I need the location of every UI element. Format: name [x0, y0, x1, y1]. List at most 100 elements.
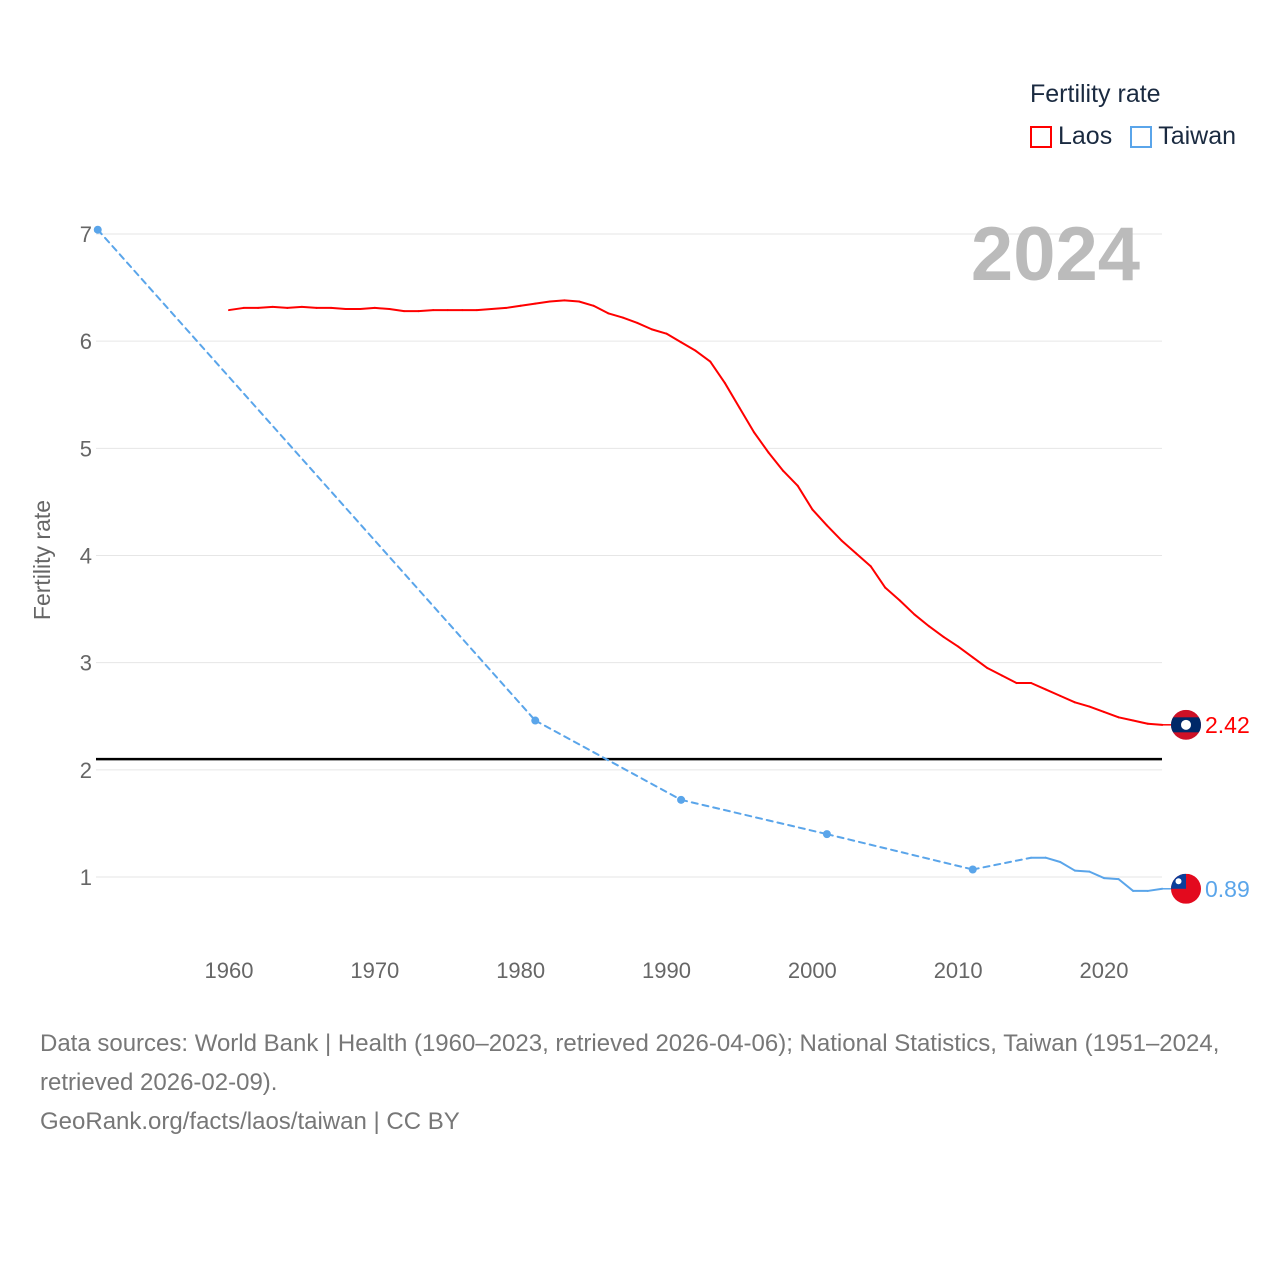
series-segment — [505, 304, 522, 309]
data-point — [822, 830, 831, 839]
taiwan-flag-icon — [1171, 873, 1201, 904]
series-segment — [271, 305, 289, 309]
series-segment — [621, 316, 639, 324]
series-segment — [1059, 860, 1076, 872]
credit-link[interactable]: GeoRank.org/facts/laos/taiwan | CC BY — [40, 1108, 460, 1135]
series-segment — [796, 484, 814, 511]
series-segment — [519, 302, 537, 307]
series-segment — [1073, 701, 1091, 708]
series-segment — [709, 360, 726, 384]
x-tick-label: 1970 — [350, 958, 399, 983]
y-tick-label: 4 — [80, 543, 92, 568]
series-segment — [1103, 877, 1120, 881]
series-segment — [1059, 694, 1076, 704]
series-segment — [928, 625, 945, 638]
series-segment — [942, 635, 960, 648]
series-segment — [300, 305, 318, 309]
series-segment — [592, 304, 610, 315]
legend-label-taiwan: Taiwan — [1158, 122, 1237, 150]
series-segment — [1132, 719, 1149, 725]
series-laos: 2.42 — [228, 299, 1250, 740]
y-tick-label: 1 — [80, 865, 92, 890]
series-segment — [884, 586, 901, 602]
series-segment — [738, 406, 755, 434]
x-tick-label: 1980 — [496, 958, 545, 983]
legend-item-laos[interactable]: Laos — [1030, 122, 1112, 151]
series-segment — [607, 312, 624, 319]
end-value-label: 2.42 — [1205, 712, 1250, 738]
series-segment — [753, 431, 770, 454]
y-tick-label: 5 — [80, 436, 92, 461]
series-segment — [359, 306, 376, 310]
series-segment — [1088, 870, 1105, 880]
series-segment — [548, 299, 566, 303]
series-segment — [898, 599, 916, 616]
flag-sun — [1175, 878, 1182, 885]
series-segment — [1030, 682, 1047, 691]
legend: Laos Taiwan — [1030, 122, 1236, 151]
series-segment — [1103, 710, 1120, 719]
series-segment — [767, 451, 785, 472]
series-segment — [665, 332, 683, 344]
y-tick-label: 2 — [80, 758, 92, 783]
legend-title: Fertility rate — [1030, 80, 1161, 108]
data-point — [531, 716, 540, 725]
series-segment — [723, 381, 741, 409]
series-segment — [986, 667, 1003, 677]
series-segment — [534, 300, 551, 305]
series-segment — [1044, 856, 1062, 863]
series-segment — [840, 539, 858, 555]
data-point — [93, 225, 102, 234]
series-segment — [490, 306, 508, 310]
x-tick-label: 2010 — [934, 958, 983, 983]
series-segment — [825, 524, 843, 542]
legend-swatch-taiwan — [1130, 126, 1153, 148]
y-tick-label: 3 — [80, 651, 92, 676]
x-tick-label: 1960 — [205, 958, 254, 983]
laos-flag-icon — [1171, 709, 1201, 740]
series-taiwan: 0.89 — [93, 225, 1250, 904]
series-segment — [855, 552, 872, 568]
series-segment — [228, 306, 245, 312]
series-segment — [913, 613, 930, 628]
series-segment — [1073, 869, 1091, 873]
series-segment — [563, 299, 580, 303]
data-point — [968, 865, 977, 874]
series-segment — [811, 508, 828, 527]
series-segment — [578, 300, 595, 307]
series-segment — [971, 656, 989, 670]
series-segment — [825, 833, 974, 871]
series-segment — [1146, 722, 1164, 726]
series-segment — [373, 306, 391, 310]
legend-item-taiwan[interactable]: Taiwan — [1130, 122, 1236, 151]
series-segment — [475, 307, 493, 312]
x-tick-label: 2000 — [788, 958, 837, 983]
series-segment — [1117, 716, 1135, 722]
series-segment — [636, 321, 653, 331]
y-axis-label: Fertility rate — [29, 500, 55, 620]
x-tick-label: 2020 — [1080, 958, 1129, 983]
series-segment — [971, 856, 1033, 871]
fertility-chart: 1 2 3 4 5 6 7 1960 1970 1980 1990 2000 2010 2020 Ferti… — [29, 212, 1250, 983]
legend-swatch-laos — [1030, 126, 1052, 148]
series-segment — [869, 565, 887, 589]
series-segment — [286, 305, 303, 309]
series-segment — [782, 469, 799, 487]
series-segment — [417, 309, 435, 313]
series-segment — [1000, 674, 1018, 685]
series-segment — [680, 798, 828, 836]
series-segment — [650, 328, 668, 335]
series-segment — [957, 645, 974, 659]
flag-moon — [1181, 719, 1191, 730]
end-value-label: 0.89 — [1205, 876, 1250, 902]
data-point — [677, 795, 686, 804]
series-segment — [1088, 705, 1105, 713]
x-tick-label: 1990 — [642, 958, 691, 983]
series-segment — [534, 719, 683, 801]
legend-label-laos: Laos — [1058, 122, 1113, 150]
year-label: 2024 — [971, 212, 1140, 297]
series-segment — [1117, 878, 1135, 892]
series-segment — [1146, 887, 1164, 892]
series-segment — [388, 307, 405, 313]
series-segment — [680, 341, 697, 352]
